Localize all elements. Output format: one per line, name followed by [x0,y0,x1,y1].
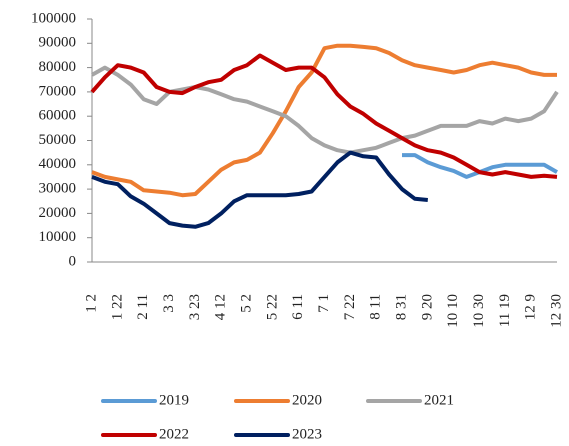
y-tick-label: 10000 [39,229,77,245]
y-tick-label: 20000 [39,205,77,221]
legend-label: 2023 [292,426,322,442]
x-tick-label: 2 11 [135,294,151,320]
y-tick-label: 100000 [31,10,76,26]
x-tick-label: 12 9 [523,294,539,320]
series-line [90,53,558,179]
y-tick-label: 60000 [39,108,77,124]
x-tick-label: 3 3 [161,294,177,313]
y-tick-label: 0 [69,253,77,269]
series-line [91,150,428,229]
x-tick-label: 12 30 [548,294,564,328]
y-tick-label: 80000 [39,59,77,75]
x-tick-label: 7 1 [316,294,332,313]
legend-label: 2021 [424,392,454,408]
x-tick-label: 5 22 [264,294,280,320]
y-tick-label: 40000 [39,156,77,172]
x-tick-label: 5 2 [238,294,254,313]
x-tick-label: 9 20 [419,294,435,320]
x-tick-label: 11 19 [497,294,513,327]
x-tick-label: 6 11 [290,294,306,320]
y-tick-label: 50000 [39,132,77,148]
legend-label: 2020 [292,392,322,408]
y-tick-label: 70000 [39,83,77,99]
x-tick-label: 3 23 [187,294,203,320]
x-tick-label: 8 11 [368,294,384,320]
x-tick-label: 4 12 [213,294,229,320]
y-tick-label: 90000 [39,35,77,51]
legend-label: 2022 [159,426,189,442]
legend-label: 2019 [159,392,189,408]
series-line [91,43,557,198]
x-tick-label: 7 22 [342,294,358,320]
x-tick-label: 8 31 [393,294,409,320]
y-tick-label: 30000 [39,181,77,197]
x-tick-label: 1 2 [83,294,99,313]
x-tick-label: 10 30 [471,294,487,328]
x-tick-label: 1 22 [109,294,125,320]
x-tick-label: 10 10 [445,294,461,328]
